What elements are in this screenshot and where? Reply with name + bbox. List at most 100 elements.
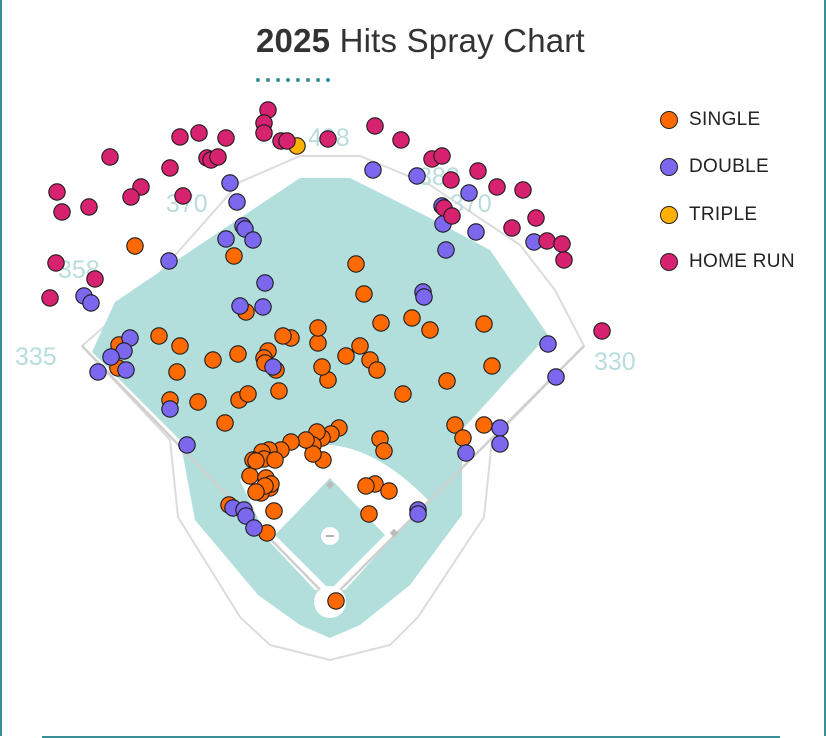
hit-point-single <box>150 327 168 345</box>
hit-point-single <box>454 429 472 447</box>
hit-point-double <box>237 507 255 525</box>
hit-point-home-run <box>366 117 384 135</box>
legend-item-triple: TRIPLE <box>660 191 795 239</box>
hit-point-single <box>171 337 189 355</box>
legend-label-triple: TRIPLE <box>689 203 758 225</box>
hit-point-home-run <box>48 183 66 201</box>
hit-point-single <box>239 385 257 403</box>
hit-point-home-run <box>555 251 573 269</box>
hit-point-single <box>241 467 259 485</box>
hit-point-double <box>117 361 135 379</box>
hit-point-home-run <box>190 124 208 142</box>
title-text: Hits Spray Chart <box>339 22 585 59</box>
hit-point-home-run <box>488 178 506 196</box>
legend-swatch-single <box>660 110 678 129</box>
hit-point-single <box>475 315 493 333</box>
hit-point-single <box>225 247 243 265</box>
chart-title: 2025 Hits Spray Chart <box>256 22 585 60</box>
hit-point-double <box>82 294 100 312</box>
hit-point-double <box>217 230 235 248</box>
hit-point-single <box>229 345 247 363</box>
hit-point-double <box>161 400 179 418</box>
hit-point-double <box>408 167 426 185</box>
hit-point-single <box>337 347 355 365</box>
hit-point-double <box>160 252 178 270</box>
hit-point-home-run <box>101 148 119 166</box>
hit-point-home-run <box>319 130 337 148</box>
hit-point-double <box>547 368 565 386</box>
hit-point-home-run <box>209 148 227 166</box>
hit-point-double <box>415 288 433 306</box>
hit-point-single <box>270 382 288 400</box>
hit-point-double <box>254 298 272 316</box>
hit-point-single <box>438 372 456 390</box>
hit-point-single <box>313 358 331 376</box>
hit-point-double <box>221 174 239 192</box>
hit-point-single <box>394 385 412 403</box>
hit-point-double <box>264 358 282 376</box>
hit-point-single <box>265 502 283 520</box>
hit-point-home-run <box>553 235 571 253</box>
hit-point-home-run <box>503 219 521 237</box>
hit-point-double <box>256 274 274 292</box>
hit-point-home-run <box>174 187 192 205</box>
distance-rf: 330 <box>594 348 636 376</box>
hit-point-single <box>247 483 265 501</box>
hit-point-home-run <box>433 147 451 165</box>
hit-point-home-run <box>217 129 235 147</box>
hit-point-home-run <box>80 198 98 216</box>
hit-point-double <box>89 363 107 381</box>
legend-item-double: DOUBLE <box>660 144 795 192</box>
hit-point-single <box>483 357 501 375</box>
hit-point-single <box>351 337 369 355</box>
hit-point-double <box>231 297 249 315</box>
hit-point-home-run <box>41 289 59 307</box>
hit-point-double <box>245 519 263 537</box>
bottom-rule <box>42 736 780 738</box>
outfield-grass <box>92 178 548 638</box>
hit-point-single <box>446 416 464 434</box>
hit-point-single <box>475 416 493 434</box>
title-underline-dots <box>256 69 336 82</box>
hit-point-double <box>364 161 382 179</box>
hit-point-single <box>327 592 345 610</box>
hit-point-home-run <box>514 181 532 199</box>
hit-point-single <box>168 363 186 381</box>
hit-point-home-run <box>53 203 71 221</box>
distance-lf: 335 <box>15 343 57 371</box>
hit-point-single <box>304 445 322 463</box>
hit-point-single <box>372 314 390 332</box>
hit-point-double <box>228 193 246 211</box>
hit-point-single <box>309 319 327 337</box>
hit-point-home-run <box>593 322 611 340</box>
hit-point-home-run <box>255 124 273 142</box>
hit-point-home-run <box>469 162 487 180</box>
hit-point-double <box>102 348 120 366</box>
hit-point-home-run <box>122 188 140 206</box>
hit-point-home-run <box>171 128 189 146</box>
hit-point-double <box>491 435 509 453</box>
legend-swatch-home-run <box>660 253 678 272</box>
hit-point-home-run <box>161 159 179 177</box>
hit-point-double <box>467 223 485 241</box>
hit-point-single <box>380 482 398 500</box>
legend-swatch-triple <box>660 205 678 224</box>
hit-point-single <box>368 361 386 379</box>
hit-point-double <box>244 231 262 249</box>
hit-point-single <box>126 237 144 255</box>
hit-point-single <box>375 442 393 460</box>
hit-point-double <box>178 436 196 454</box>
hit-point-double <box>491 419 509 437</box>
hit-point-single <box>204 351 222 369</box>
legend-item-single: SINGLE <box>660 96 795 144</box>
hits-layer <box>41 101 611 610</box>
legend-label-home-run: HOME RUN <box>689 251 795 273</box>
hit-point-home-run <box>278 132 296 150</box>
title-year: 2025 <box>256 22 331 59</box>
hit-point-single <box>347 255 365 273</box>
hit-point-double <box>437 241 455 259</box>
hit-point-home-run <box>392 131 410 149</box>
legend-swatch-double <box>660 158 678 177</box>
